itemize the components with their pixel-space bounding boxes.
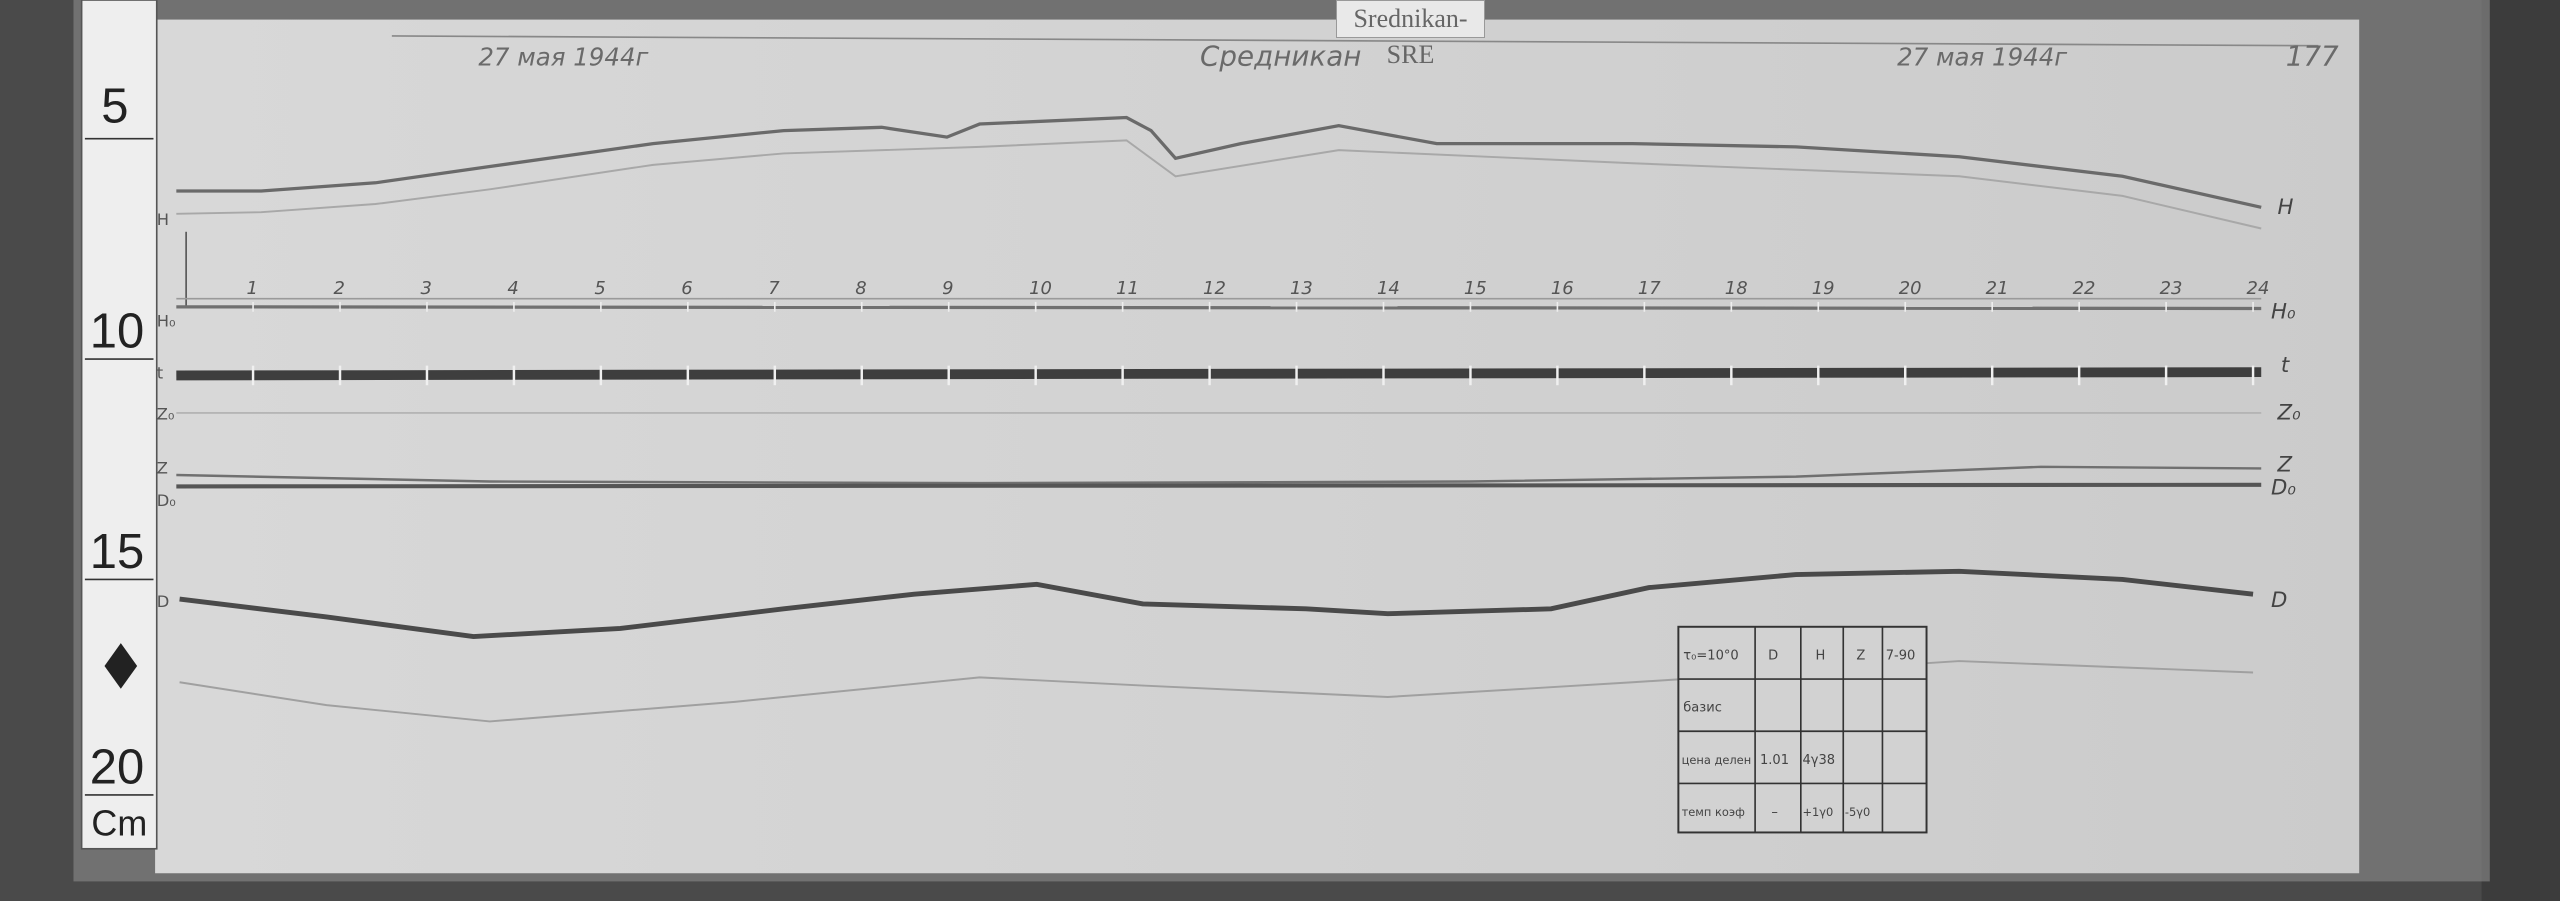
hour-label: 24 (2247, 278, 2270, 299)
table-cell: +1γ0 (1802, 805, 1833, 819)
hour-label: 4 (507, 278, 518, 299)
table-header: H (1816, 648, 1826, 663)
label-t-right: t (2281, 353, 2290, 378)
hour-label: 5 (594, 278, 605, 299)
hour-label: 18 (1725, 278, 1748, 299)
table-cell: -5γ0 (1845, 805, 1870, 819)
label-d-right: D (2271, 588, 2287, 613)
label-z-left: Z (157, 458, 168, 477)
hour-label: 21 (1986, 278, 2009, 299)
hour-label: 3 (420, 278, 431, 299)
table-header: τ₀=10°0 (1683, 648, 1738, 663)
hour-label: 1 (247, 278, 258, 299)
ruler-mark: 5 (101, 79, 128, 133)
label-h0-left: H₀ (157, 311, 176, 330)
label-d0-left: D₀ (157, 491, 176, 510)
table-cell: – (1771, 805, 1778, 820)
hour-label: 23 (2160, 278, 2183, 299)
label-h-right: H (2278, 195, 2294, 220)
table-header: 7-90 (1886, 648, 1916, 663)
baseline-d0 (176, 482, 2262, 489)
hour-label: 22 (2073, 278, 2096, 299)
label-h-left: H (157, 210, 169, 229)
table-row-label: базис (1683, 701, 1722, 716)
date-left: 27 мая 1944г (478, 42, 648, 71)
station-label: Srednikan-SRE (1336, 0, 1485, 69)
hour-label: 2 (333, 278, 344, 299)
calibration-table: τ₀=10°0 D H Z 7-90 базис цена делен 1.01… (1677, 625, 1928, 834)
hour-label: 9 (942, 278, 953, 299)
label-z0-left: Z₀ (157, 404, 175, 423)
label-h0-right: H₀ (2271, 299, 2296, 324)
date-right: 27 мая 1944г (1897, 42, 2067, 71)
trace-h (176, 115, 2262, 209)
label-d0-right: D₀ (2271, 476, 2296, 501)
label-t-left: t (157, 364, 163, 383)
label-z-right: Z (2277, 453, 2293, 478)
ruler-unit: Cm (91, 803, 147, 844)
station-name: Средникан (1200, 39, 1361, 72)
hour-label: 12 (1203, 278, 1226, 299)
trace-h-faint (176, 139, 2262, 230)
hour-label: 16 (1551, 278, 1574, 299)
table-row-label: темп коэф (1682, 805, 1745, 819)
hour-label: 15 (1464, 278, 1487, 299)
hour-label: 17 (1638, 278, 1661, 299)
hour-labels: 1 2 3 4 5 6 7 8 9 10 11 12 13 14 15 16 17 18 19 20 21 22 23 24 (247, 278, 2270, 312)
hour-label: 20 (1899, 278, 1922, 299)
ruler-mark: 15 (90, 525, 144, 579)
ruler-mark: 20 (90, 740, 144, 794)
hour-label: 8 (855, 278, 866, 299)
trace-d (179, 568, 2254, 640)
hour-label: 14 (1377, 278, 1400, 299)
hour-label: 11 (1116, 278, 1139, 299)
label-d-left: D (157, 592, 170, 611)
label-z0-right: Z₀ (2277, 400, 2302, 425)
paper (155, 19, 2360, 874)
trace-z (176, 465, 2262, 485)
table-header: D (1768, 648, 1778, 663)
hour-label: 6 (681, 278, 692, 299)
table-header: Z (1856, 648, 1865, 663)
diamond-icon (104, 643, 138, 689)
hour-label: 7 (768, 278, 780, 299)
table-cell: 1.01 (1760, 753, 1789, 768)
ruler-mark: 10 (90, 305, 144, 359)
table-cell: 4γ38 (1802, 753, 1835, 768)
baseline-h0 (176, 305, 2262, 311)
hour-label: 19 (1812, 278, 1835, 299)
ruler: 5 10 15 20 Cm (80, 0, 158, 850)
hour-label: 10 (1029, 278, 1052, 299)
hour-label: 13 (1290, 278, 1313, 299)
trace-t (176, 367, 2262, 381)
sheet-number: 177 (2286, 39, 2339, 72)
table-row-label: цена делен (1682, 753, 1752, 767)
